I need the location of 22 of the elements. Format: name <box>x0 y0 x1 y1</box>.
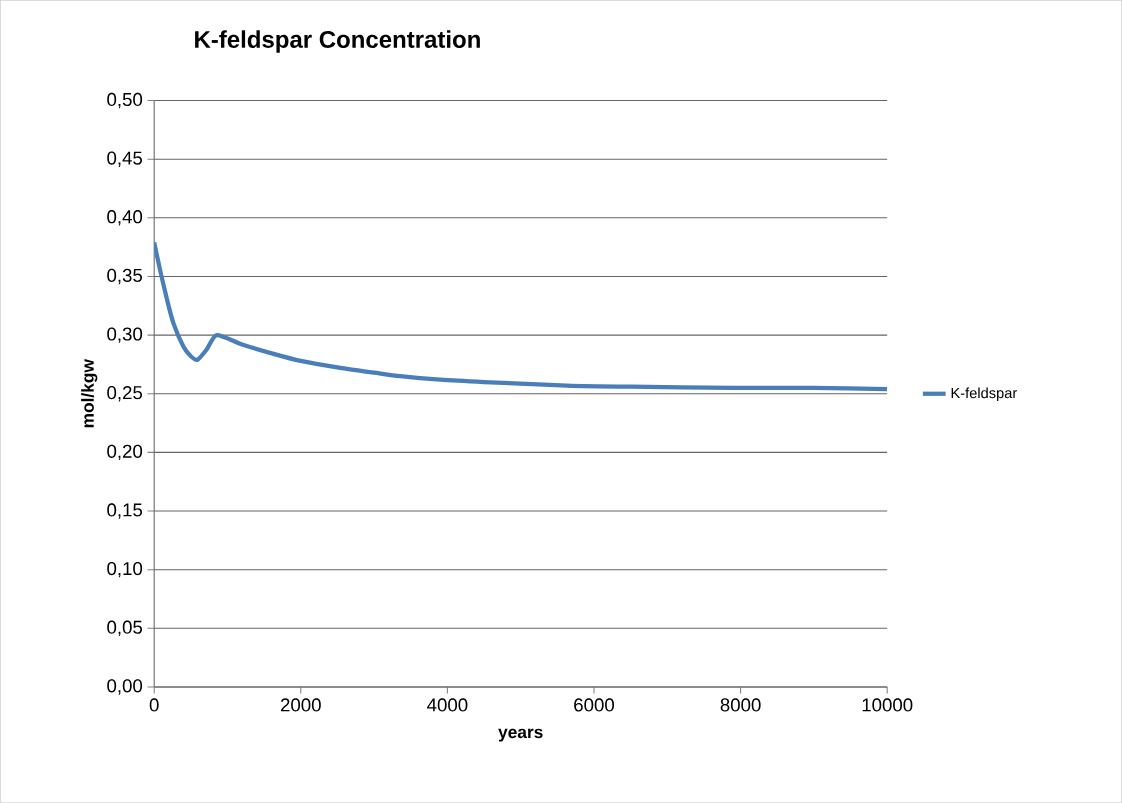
chart-title: K-feldspar Concentration <box>195 30 480 53</box>
y-tick-label: 0,50 <box>107 92 143 109</box>
y-tick-label: 0,00 <box>107 679 143 695</box>
y-tick-label: 0,05 <box>107 620 143 636</box>
y-tick-label: 0,10 <box>107 561 143 578</box>
x-tick-label: 6000 <box>574 698 615 712</box>
y-tick-label: 0,25 <box>107 385 143 402</box>
x-tick-label: 0 <box>149 698 159 712</box>
y-tick-label: 0,40 <box>107 210 143 226</box>
y-tick-label: 0,20 <box>107 444 143 461</box>
x-tick-label: 8000 <box>720 698 761 712</box>
x-tick-label: 2000 <box>280 698 321 712</box>
y-tick-label: 0,15 <box>107 503 143 519</box>
y-tick-label: 0,30 <box>107 327 143 343</box>
x-tick-label: 4000 <box>427 698 468 712</box>
y-tick-label: 0,35 <box>107 268 143 285</box>
line-series <box>154 240 888 392</box>
legend-label: K-feldspar <box>951 387 1018 402</box>
x-axis-title: years <box>498 728 543 742</box>
x-tick-label: 10000 <box>862 698 913 712</box>
y-axis-title: mol/kgw <box>81 358 98 428</box>
y-tick-label: 0,45 <box>107 151 143 167</box>
